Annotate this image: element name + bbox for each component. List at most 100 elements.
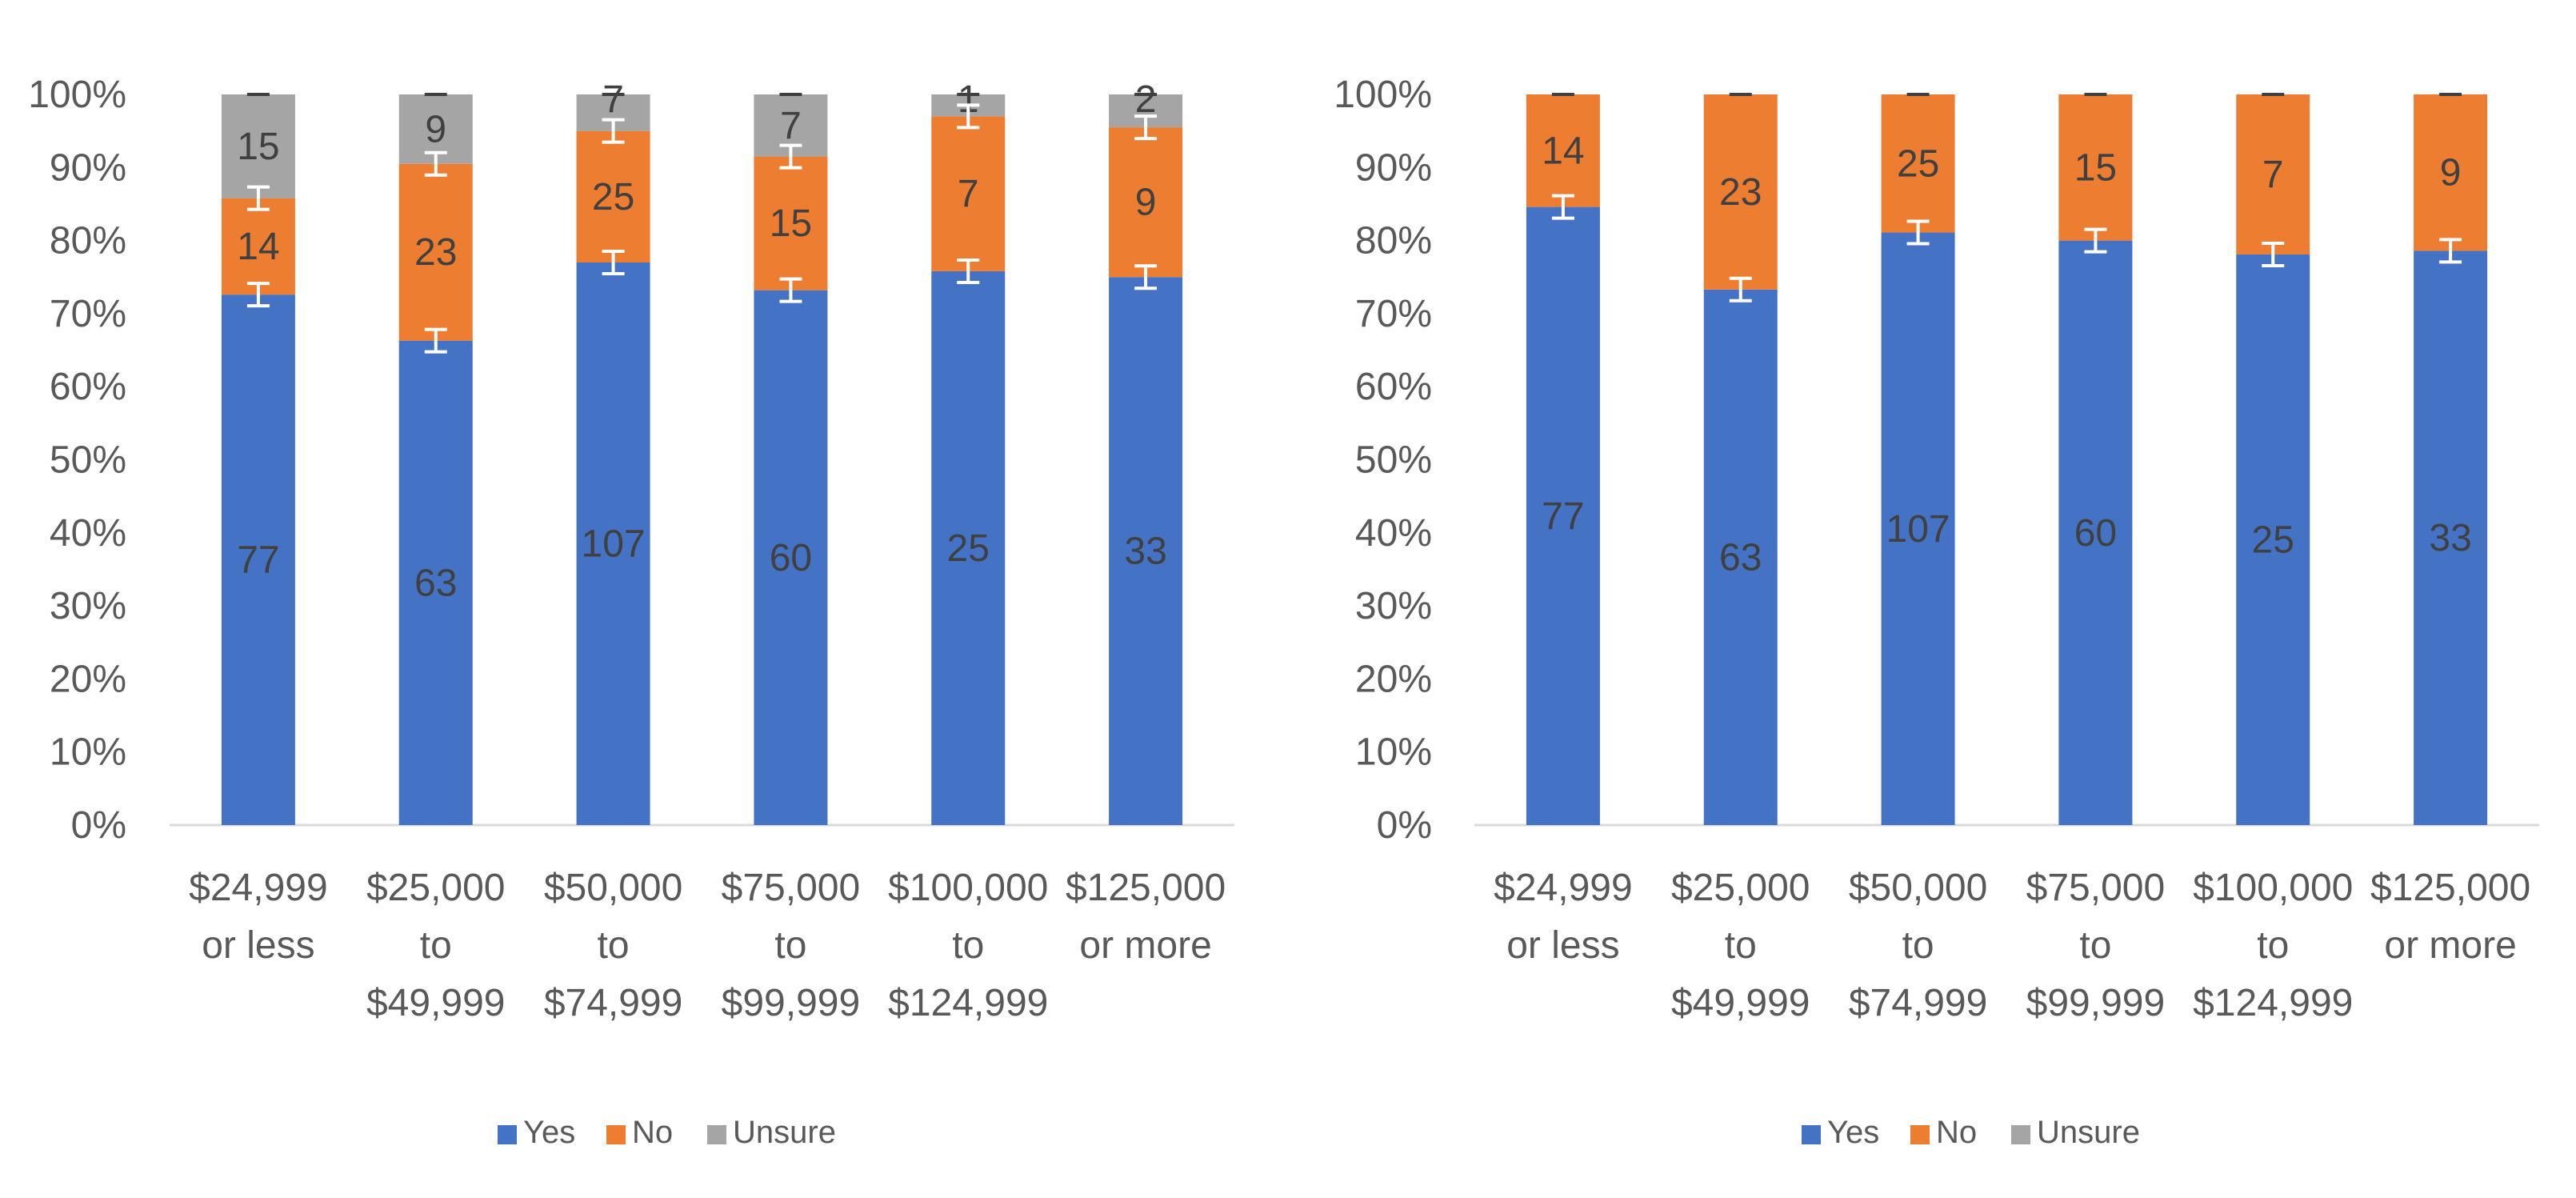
data-label: 7 — [2262, 154, 2284, 196]
y-tick-label: 90% — [1355, 146, 1432, 189]
bar-segment-yes — [2058, 240, 2133, 826]
x-tick-label: $100,000 — [888, 867, 1048, 909]
bar-segment-yes — [1526, 206, 1600, 825]
x-tick-label: to — [1902, 924, 1934, 967]
x-tick-label: $125,000 — [1066, 867, 1226, 909]
y-tick-label: 30% — [50, 585, 126, 627]
error-bar — [602, 249, 625, 275]
bar-segment-yes — [2414, 250, 2488, 826]
x-tick-label: $74,999 — [1849, 982, 1988, 1024]
x-tick-label: $24,999 — [1494, 867, 1633, 909]
data-label: 15 — [237, 126, 279, 168]
x-tick-label: or less — [202, 924, 314, 967]
y-tick-label: 40% — [50, 512, 126, 555]
data-label: 25 — [592, 176, 634, 218]
bar-segment-yes — [931, 270, 1006, 825]
legend-swatch-no — [1910, 1125, 1930, 1144]
bar-segment-yes — [221, 294, 295, 825]
legend-label-unsure: Unsure — [2037, 1115, 2140, 1150]
data-label: 77 — [1542, 495, 1584, 538]
data-label: 107 — [1886, 508, 1950, 551]
bar-segment-yes — [1881, 232, 1955, 825]
y-tick-label: 30% — [1355, 585, 1432, 627]
bar-segment-no — [1526, 94, 1600, 207]
bar-segment-no — [1703, 94, 1778, 290]
x-tick-label: $49,999 — [1671, 982, 1810, 1024]
data-label: 7 — [780, 105, 802, 147]
data-label: 23 — [414, 231, 457, 274]
error-bar — [424, 150, 447, 177]
legend-label-no: No — [1936, 1115, 1977, 1150]
legend-label-yes: Yes — [1827, 1115, 1879, 1150]
legend-swatch-unsure — [707, 1125, 726, 1144]
y-tick-label: 50% — [1355, 439, 1432, 482]
error-bar — [602, 118, 625, 144]
error-bar — [957, 103, 980, 130]
legend-swatch-yes — [1802, 1125, 1821, 1144]
legend-label-no: No — [632, 1115, 673, 1150]
y-tick-label: 0% — [1377, 804, 1432, 847]
x-tick-label: $125,000 — [2370, 867, 2530, 909]
error-bar — [2439, 238, 2462, 264]
x-tick-label: $99,999 — [722, 982, 861, 1024]
error-bar — [779, 143, 802, 170]
x-tick-label: $75,000 — [722, 867, 861, 909]
bar-segment-yes — [2236, 254, 2310, 825]
data-label: 15 — [770, 202, 812, 245]
data-label: 9 — [425, 108, 446, 150]
data-label: 14 — [1542, 130, 1584, 172]
y-tick-label: 10% — [50, 731, 126, 774]
x-tick-label: $25,000 — [1671, 867, 1810, 909]
bar-segment-yes — [754, 290, 828, 826]
data-label: 15 — [2074, 146, 2117, 189]
error-bar — [424, 327, 447, 354]
legend-swatch-no — [606, 1125, 626, 1144]
data-label: 7 — [958, 173, 979, 215]
y-tick-label: 80% — [50, 220, 126, 262]
bar-segment-no — [1109, 127, 1183, 278]
x-tick-label: $50,000 — [1849, 867, 1988, 909]
bar-segment-yes — [1703, 289, 1778, 825]
data-label: 60 — [2074, 512, 2117, 555]
x-tick-label: $100,000 — [2193, 867, 2353, 909]
data-label: 77 — [237, 539, 279, 582]
error-bar — [2084, 227, 2107, 254]
x-tick-label: or more — [2384, 924, 2516, 967]
x-tick-label: $99,999 — [2026, 982, 2166, 1024]
bar-segment-no — [754, 156, 828, 290]
bar-segment-no — [931, 116, 1006, 271]
data-label: 33 — [2429, 517, 2471, 559]
y-tick-label: 60% — [50, 366, 126, 408]
legend-swatch-yes — [498, 1125, 517, 1144]
bar-segment-no — [2414, 94, 2488, 251]
data-label: 107 — [582, 523, 646, 565]
data-label: 63 — [1719, 536, 1762, 579]
error-bar — [246, 185, 270, 211]
y-tick-label: 0% — [71, 804, 126, 847]
error-bar — [1134, 114, 1158, 141]
data-label: 25 — [947, 527, 990, 570]
y-tick-label: 20% — [50, 658, 126, 700]
data-label: 63 — [414, 562, 457, 604]
y-tick-label: 80% — [1355, 220, 1432, 262]
bar-segment-yes — [576, 262, 650, 825]
data-label: 25 — [1897, 142, 1939, 185]
error-bar — [2262, 241, 2285, 267]
y-tick-label: 100% — [28, 74, 126, 116]
x-tick-label: $50,000 — [544, 867, 683, 909]
bar-segment-unsure — [221, 94, 295, 198]
x-tick-label: to — [598, 924, 630, 967]
chart-panel-1: 0%10%20%30%40%50%60%70%80%90%100%771415$… — [28, 74, 1234, 1150]
error-bar — [779, 277, 802, 303]
data-label: 9 — [1135, 182, 1157, 224]
y-tick-label: 90% — [50, 146, 126, 189]
error-bar — [1906, 219, 1930, 246]
x-tick-label: $25,000 — [366, 867, 506, 909]
bar-segment-no — [576, 130, 650, 262]
error-bar — [1729, 276, 1752, 303]
bar-segment-yes — [398, 340, 473, 825]
y-tick-label: 20% — [1355, 658, 1432, 700]
error-bar — [1134, 264, 1158, 290]
